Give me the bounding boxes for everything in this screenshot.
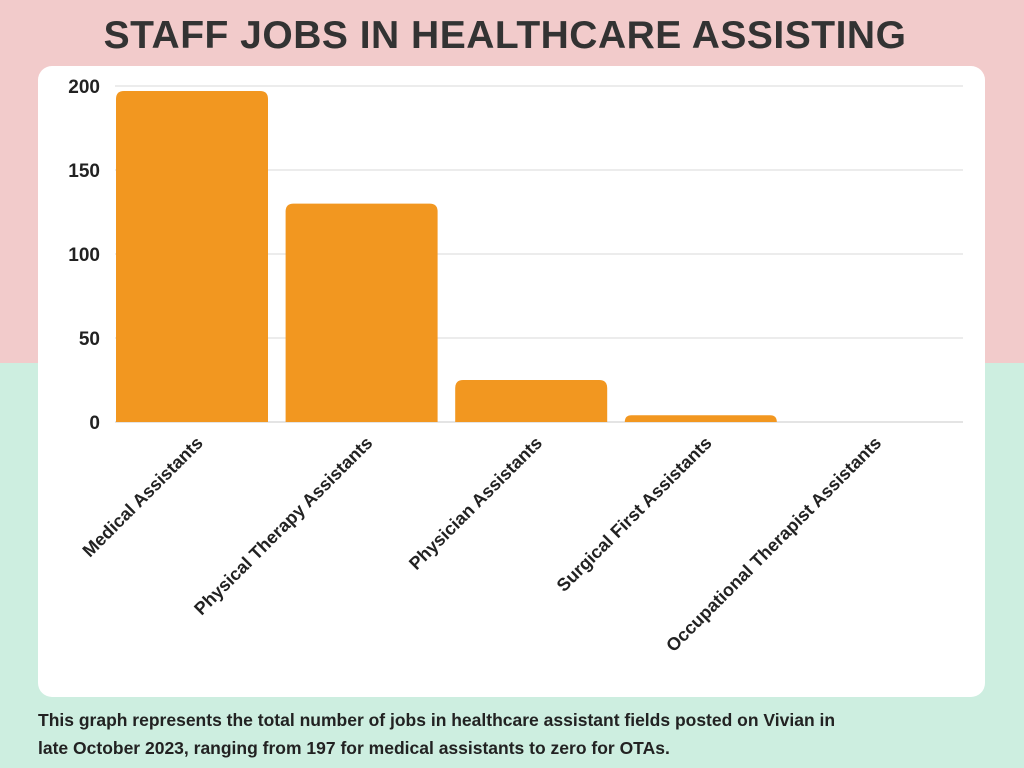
x-tick-label: Physician Assistants bbox=[405, 433, 546, 574]
y-tick-label: 50 bbox=[79, 329, 100, 350]
y-tick-label: 0 bbox=[89, 413, 100, 434]
y-tick-label: 200 bbox=[68, 77, 100, 98]
page-title: STAFF JOBS IN HEALTHCARE ASSISTING bbox=[103, 14, 907, 57]
caption: This graph represents the total number o… bbox=[38, 706, 998, 762]
x-tick-label: Physical Therapy Assistants bbox=[190, 433, 376, 619]
y-tick-label: 100 bbox=[68, 245, 100, 266]
bar bbox=[116, 91, 268, 422]
bar bbox=[285, 203, 438, 422]
caption-line-1: This graph represents the total number o… bbox=[38, 710, 836, 730]
caption-line-2: late October 2023, ranging from 197 for … bbox=[38, 738, 670, 758]
bar bbox=[624, 415, 777, 422]
bar bbox=[455, 380, 608, 422]
x-tick-label: Medical Assistants bbox=[79, 433, 207, 561]
y-tick-label: 150 bbox=[68, 161, 100, 182]
x-tick-label: Surgical First Assistants bbox=[553, 433, 716, 596]
